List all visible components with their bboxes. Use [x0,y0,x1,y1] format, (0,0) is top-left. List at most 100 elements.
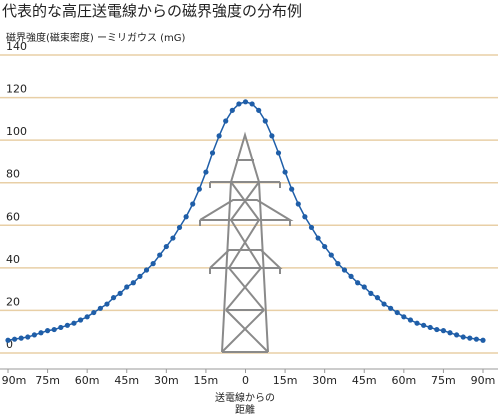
data-point [51,326,57,333]
data-point [44,328,51,334]
data-point [401,314,407,320]
data-point [467,335,473,341]
x-tick-label: 90m [2,374,27,387]
data-point [176,224,183,231]
x-tick-label: 90m [471,374,496,387]
data-point [5,337,11,343]
data-point [269,133,275,139]
data-point [421,322,427,328]
data-point [71,320,77,326]
y-tick-label: 40 [6,253,20,266]
data-point [143,267,150,273]
data-point [84,314,90,320]
x-tick-label: 0 [242,374,249,387]
data-point [229,107,235,113]
data-point [38,330,44,336]
data-point [328,252,334,258]
x-tick-label: 15m [194,374,219,387]
x-tick-label: 60m [75,374,100,387]
data-point [236,101,242,107]
data-point [223,118,229,124]
data-point [295,201,301,207]
data-point [374,295,381,301]
x-tick-label: 30m [154,374,179,387]
chart-title: 代表的な高圧送電線からの磁界強度の分布例 [2,2,302,20]
x-axis-label: 距離 [235,403,255,416]
data-point [110,295,117,301]
data-point [368,290,374,296]
data-point [322,243,328,250]
data-point [460,334,466,340]
data-point [388,305,394,311]
data-point [275,150,282,156]
y-tick-label: 60 [6,210,20,223]
data-point [341,267,348,273]
data-point [447,330,453,336]
data-point [242,99,249,105]
data-point [381,301,387,307]
data-point [414,320,420,326]
data-point [454,332,460,338]
data-point [25,334,31,340]
y-tick-label: 120 [6,83,27,96]
y-tick-label: 20 [6,295,20,308]
x-tick-label: 30m [312,374,337,387]
x-axis-label: 送電線からの [215,391,275,404]
data-point [262,118,268,124]
data-point [473,336,480,342]
data-point [58,324,64,331]
data-point [18,335,24,341]
data-point [440,328,447,334]
x-tick-label: 45m [114,374,139,387]
x-tick-label: 60m [391,374,416,387]
data-point [394,309,400,316]
data-point [355,280,361,286]
data-point [196,186,202,192]
y-tick-label: 140 [6,40,27,53]
data-point [64,322,70,328]
data-point [348,273,354,279]
x-tick-label: 75m [35,374,60,387]
data-point [407,317,414,323]
x-tick-label: 15m [273,374,298,387]
data-point [249,101,255,107]
data-point [137,273,143,279]
data-point [150,261,156,267]
x-tick-label: 45m [352,374,377,387]
data-point [117,290,123,296]
data-point [209,150,216,156]
data-point [124,284,130,290]
y-axis-label: 磁界強度(磁束密度) ーミリガウス (mG) [6,31,186,44]
y-tick-label: 80 [6,168,20,181]
data-point [157,252,163,258]
y-tick-label: 0 [6,338,13,351]
data-point [315,235,321,241]
data-point [130,280,136,286]
data-point [91,309,97,316]
data-point [427,324,433,331]
data-point [302,214,308,220]
data-point [480,337,486,343]
data-point [256,107,262,113]
data-point [361,284,367,290]
data-point [31,332,37,338]
data-point [163,243,169,250]
data-point [335,261,341,267]
data-point [203,169,209,175]
data-point [190,201,196,207]
y-tick-label: 100 [6,125,27,138]
data-point [170,235,176,241]
data-point [289,186,295,192]
x-tick-label: 75m [431,374,456,387]
data-point [183,214,189,220]
data-point [216,133,222,139]
data-point [282,169,288,175]
data-point [97,305,103,311]
tower-illustration [199,131,294,353]
data-point [308,224,315,231]
data-point [11,336,18,342]
data-point [104,301,110,307]
data-point [77,317,84,323]
data-point [434,326,440,333]
